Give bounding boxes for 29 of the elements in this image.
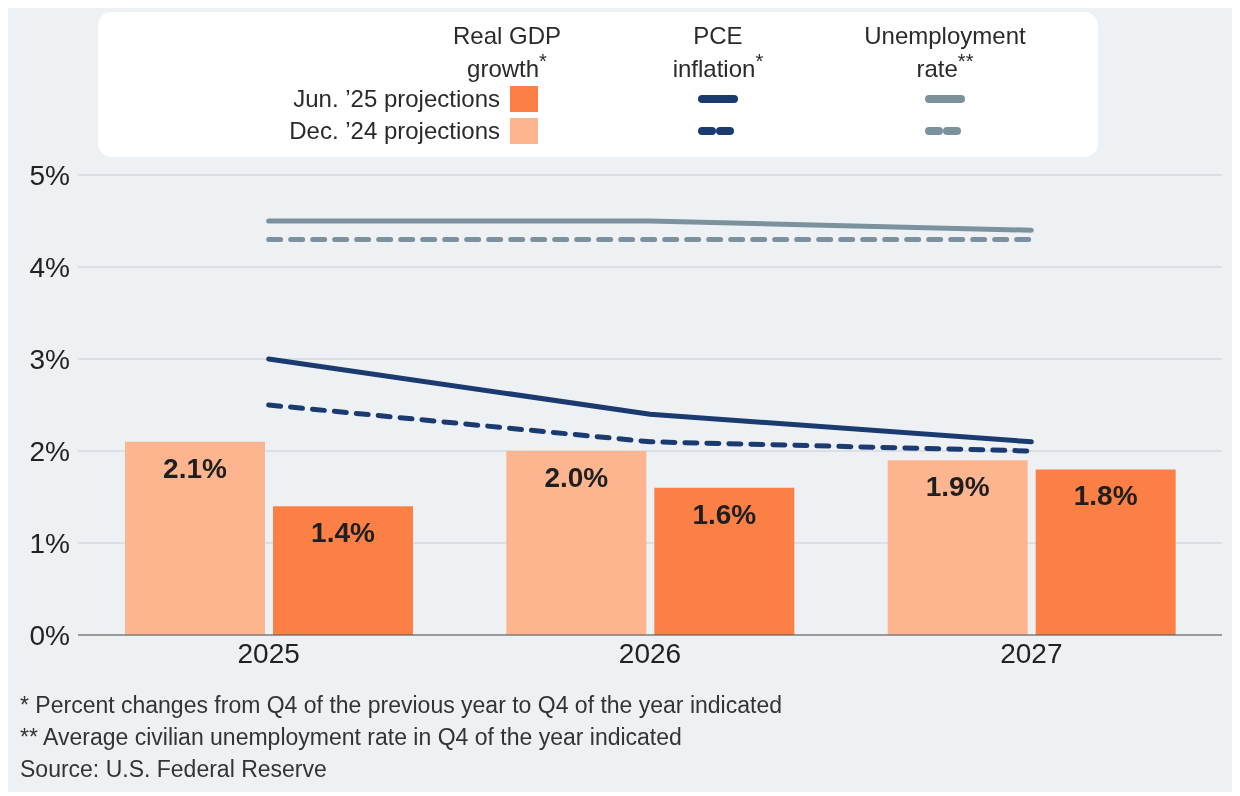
legend-label: Dec. ’24 projections: [289, 117, 500, 145]
x-tick-label: 2027: [1000, 637, 1063, 669]
x-tick-label: 2025: [237, 637, 300, 669]
text: Unemployment rate$^{**}$: [863, 22, 1027, 83]
text: ** Average civilian unemployment rate in Q4 of the year indicated: [20, 723, 683, 753]
legend-label: Jun. ’25 projections: [293, 85, 500, 113]
bar: [273, 506, 413, 635]
source-note: Source: U.S. Federal Reserve: [20, 755, 328, 785]
y-tick-label: 4%: [29, 251, 70, 283]
y-tick-label: 5%: [29, 159, 70, 191]
data-label: 1.4%: [311, 517, 376, 549]
text: Real GDP growth$^{*}$: [451, 22, 562, 83]
bar: [125, 441, 265, 635]
y-tick-label: 3%: [29, 343, 70, 375]
y-tick-label: 0%: [29, 619, 70, 651]
data-label: 2.1%: [163, 452, 228, 484]
data-label: 1.6%: [692, 498, 757, 530]
data-label: 1.9%: [925, 471, 990, 503]
bar: [506, 451, 647, 635]
bar: [887, 460, 1028, 635]
data-label: 2.0%: [544, 461, 609, 493]
y-tick-label: 2%: [29, 435, 70, 467]
x-tick-label: 2026: [618, 637, 682, 669]
data-label: 1.8%: [1073, 480, 1138, 512]
y-tick-label: 1%: [29, 527, 70, 559]
bar: [1035, 469, 1176, 635]
bar: [654, 487, 795, 635]
text: * Percent changes from Q4 of the previous year to Q4 of the year indicated: [20, 691, 783, 720]
text: PCE inflation$^{*}$: [671, 22, 765, 83]
